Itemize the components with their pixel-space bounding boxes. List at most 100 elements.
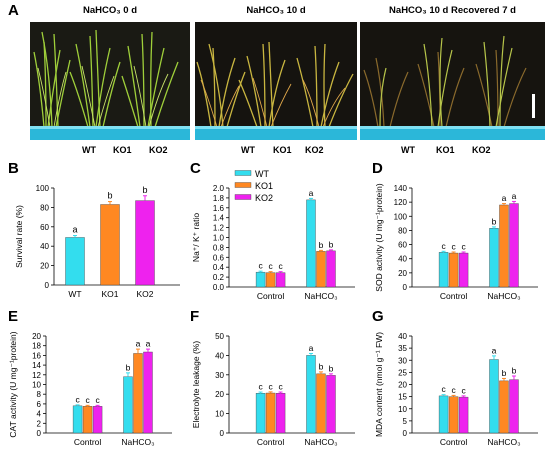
y-tick-label: 20 — [398, 269, 407, 278]
significance-letter: b — [319, 361, 324, 371]
photo-title-0d: NaHCO₃ 0 d — [82, 5, 137, 16]
y-axis-label: MDA content (nmol g⁻¹ FW) — [374, 332, 384, 437]
bar-ko1 — [265, 272, 276, 288]
bar-wt — [65, 237, 85, 286]
y-tick-label: 1.8 — [213, 194, 225, 203]
bar-wt — [438, 395, 449, 434]
y-tick-label: 40 — [215, 351, 224, 360]
chart-electrolyte-leakage: 0 10 20 30 40 50 Electrolyte leakage (%) Contro… — [191, 332, 355, 447]
y-axis-label: Survival rate (%) — [14, 205, 24, 268]
y-tick-label: 10 — [32, 381, 41, 390]
y-tick-label: 40 — [40, 242, 49, 251]
y-tick-label: 5 — [403, 417, 408, 426]
photo-nahco3-10d — [195, 22, 357, 140]
panel-letter-d: D — [372, 160, 383, 177]
photo3-label-wt: WT — [401, 145, 415, 155]
y-tick-label: 1.4 — [213, 214, 225, 223]
y-tick-label: 20 — [32, 332, 41, 341]
y-tick-label: 1.0 — [213, 234, 225, 243]
legend-swatch-wt — [234, 170, 252, 176]
significance-letter: c — [95, 395, 100, 405]
panel-letter-g: G — [372, 308, 384, 325]
y-tick-label: 0 — [45, 281, 50, 290]
y-tick-label: 0.4 — [213, 263, 225, 272]
bar-ko1 — [316, 373, 326, 434]
y-tick-label: 120 — [394, 198, 408, 207]
y-tick-label: 0 — [220, 429, 225, 438]
significance-letter: c — [258, 382, 263, 392]
significance-letter: b — [329, 239, 334, 249]
significance-letter: a — [136, 339, 141, 349]
photo2-label-ko2: KO2 — [305, 145, 324, 155]
significance-letter: b — [492, 216, 497, 226]
x-tick-label: NaHCO₃ — [304, 437, 337, 447]
y-tick-label: 60 — [398, 241, 407, 250]
bar-ko1 — [448, 252, 459, 288]
y-tick-label: 1.2 — [213, 224, 225, 233]
panel-letter-c: C — [190, 160, 201, 177]
panel-letter-f: F — [190, 308, 200, 325]
significance-letter: c — [441, 241, 446, 251]
significance-letter: b — [512, 366, 517, 376]
bar-ko1 — [133, 353, 143, 434]
bar-wt — [438, 252, 449, 288]
y-tick-label: 20 — [398, 381, 407, 390]
photo-title-recovered: NaHCO₃ 10 d Recovered 7 d — [389, 5, 516, 16]
bar-ko2 — [326, 250, 336, 288]
photo1-label-ko1: KO1 — [113, 145, 132, 155]
y-tick-label: 35 — [398, 344, 407, 353]
photo-nahco3-0d — [30, 22, 190, 140]
chart-na-k-ratio: 0.00.20.40.60.81.01.21.41.61.82.0 Na⁺/ K⁺… — [191, 169, 355, 301]
legend-label-ko2: KO2 — [255, 193, 273, 203]
y-axis-label: Na⁺/ K⁺ ratio — [191, 213, 201, 262]
bar-wt — [72, 405, 83, 434]
legend-label-ko1: KO1 — [255, 181, 273, 191]
panel-letter-b: B — [8, 160, 19, 177]
x-tick-label: NaHCO₃ — [121, 437, 154, 447]
y-tick-label: 80 — [398, 226, 407, 235]
bar-ko2 — [135, 200, 155, 286]
significance-letter: b — [126, 362, 131, 372]
photo3-label-ko2: KO2 — [472, 145, 491, 155]
y-tick-label: 1.6 — [213, 204, 225, 213]
bar-ko2 — [458, 252, 469, 288]
y-tick-label: 40 — [398, 255, 407, 264]
significance-letter: c — [278, 382, 283, 392]
significance-letter: b — [329, 363, 334, 373]
significance-letter: c — [85, 395, 90, 405]
significance-letter: c — [75, 394, 80, 404]
significance-letter: b — [142, 185, 147, 195]
significance-letter: c — [451, 385, 456, 395]
y-tick-label: 12 — [32, 371, 41, 380]
significance-letter: b — [107, 191, 112, 201]
significance-letter: a — [309, 343, 314, 353]
y-tick-label: 18 — [32, 342, 41, 351]
panel-letter-e: E — [8, 308, 19, 325]
x-tick-label: NaHCO₃ — [304, 291, 337, 301]
x-tick-label: Control — [257, 437, 285, 447]
y-tick-label: 40 — [398, 332, 407, 341]
significance-letter: a — [512, 191, 517, 201]
y-axis-label: SOD activity (U mg⁻¹protein) — [374, 183, 384, 292]
y-tick-label: 60 — [40, 223, 49, 232]
y-tick-label: 0.0 — [213, 283, 225, 292]
x-tick-label: Control — [74, 437, 102, 447]
bar-wt — [489, 228, 499, 288]
significance-letter: a — [146, 339, 151, 349]
bar-ko1 — [100, 204, 120, 286]
bar-wt — [255, 393, 266, 434]
x-tick-label: NaHCO₃ — [487, 437, 520, 447]
significance-letter: c — [258, 261, 263, 271]
x-tick-label: KO2 — [136, 289, 153, 299]
chart-survival-rate: 0 20 40 60 80 100 Survival rate (%) a WT b KO1 b KO2 — [14, 184, 180, 299]
y-tick-label: 6 — [37, 400, 42, 409]
significance-letter: b — [502, 368, 507, 378]
photo-nahco3-recovered — [360, 22, 545, 140]
photo2-label-wt: WT — [241, 145, 255, 155]
x-tick-label: Control — [440, 291, 468, 301]
legend-swatch-ko1 — [234, 182, 252, 188]
legend-swatch-ko2 — [234, 194, 252, 200]
bar-ko1 — [316, 251, 326, 288]
significance-letter: c — [461, 385, 466, 395]
